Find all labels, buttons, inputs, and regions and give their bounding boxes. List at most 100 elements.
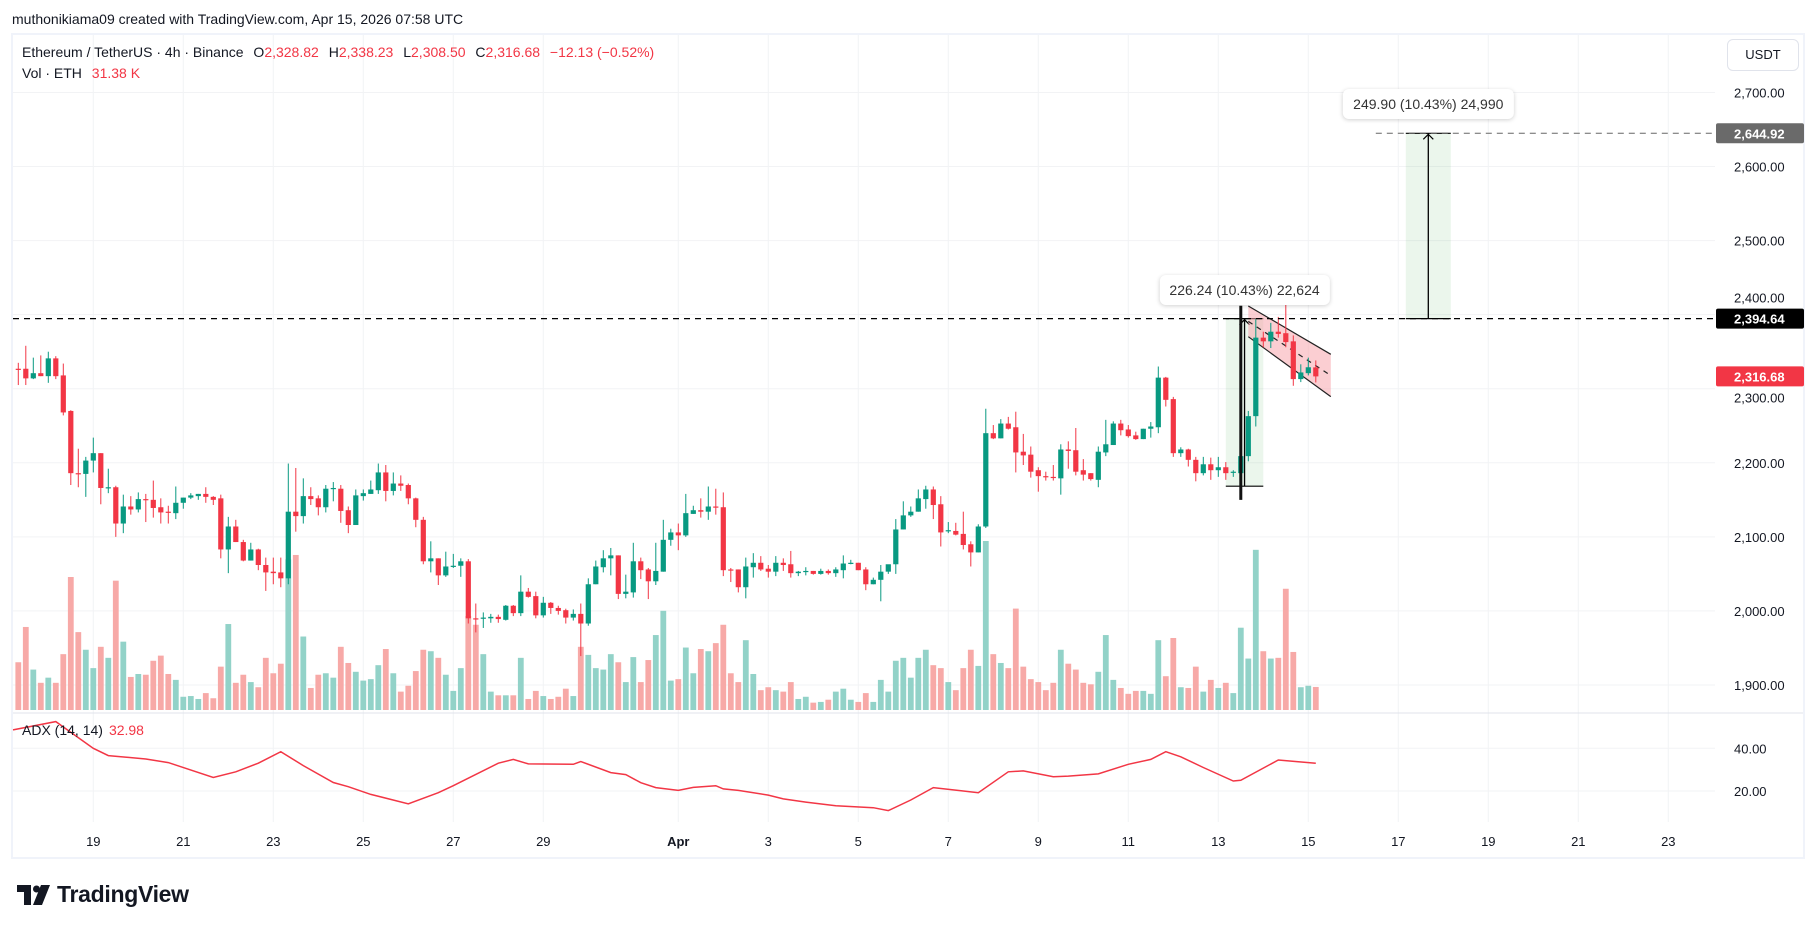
candle-body (263, 565, 269, 573)
volume-bar (727, 673, 734, 710)
time-tick-label: 29 (536, 834, 550, 849)
volume-bar (427, 651, 434, 710)
adx-value: 32.98 (108, 722, 144, 738)
volume-bar (1260, 651, 1267, 710)
adx-tick-label: 20.00 (1734, 784, 1767, 799)
candle-body (983, 433, 989, 527)
candle-body (1103, 444, 1109, 453)
candle-body (38, 373, 44, 377)
candle-body (210, 496, 216, 500)
volume-bar (1005, 668, 1012, 710)
volume-bar (862, 693, 869, 710)
candle-body (30, 373, 36, 379)
volume-bar (675, 679, 682, 710)
volume-bar (517, 657, 524, 710)
candle-body (878, 571, 884, 580)
volume-bar (397, 691, 404, 710)
candle-body (1005, 423, 1011, 429)
volume-bar (577, 646, 584, 710)
volume-bar (712, 643, 719, 710)
time-tick-label: Apr (667, 834, 689, 849)
adx-label[interactable]: ADX (14, 14) (22, 722, 103, 738)
volume-bar (1245, 658, 1252, 710)
candle-body (1065, 449, 1071, 451)
volume-bar (270, 673, 277, 710)
volume-bar (337, 646, 344, 710)
volume-bar (1035, 682, 1042, 710)
candle-body (285, 511, 291, 579)
volume-bar (120, 641, 127, 710)
volume-label[interactable]: Vol · ETH (22, 65, 82, 81)
candle-body (1208, 464, 1214, 471)
symbol-title[interactable]: Ethereum / TetherUS · 4h · Binance (22, 44, 244, 60)
candle-body (225, 526, 231, 550)
candle-body (1305, 367, 1311, 374)
volume-bar (457, 668, 464, 710)
chart-panel[interactable] (11, 33, 1805, 859)
currency-button[interactable]: USDT (1727, 39, 1799, 71)
candle-body (510, 605, 516, 614)
candle-body (923, 489, 929, 500)
volume-bar (442, 674, 449, 710)
volume-bar (960, 668, 967, 710)
candle-body (930, 489, 936, 506)
candle-body (203, 493, 209, 497)
tradingview-logo[interactable]: TradingView (17, 881, 189, 908)
volume-bar (187, 696, 194, 710)
candle-body (720, 507, 726, 571)
adx-legend[interactable]: ADX (14, 14) 32.98 (22, 722, 144, 738)
volume-bar (465, 615, 472, 710)
candle-body (1028, 454, 1034, 472)
volume-bar (1087, 684, 1094, 710)
candle-body (135, 499, 141, 510)
candle-body (300, 496, 306, 517)
volume-bar (1185, 687, 1192, 710)
symbol-legend[interactable]: Ethereum / TetherUS · 4h · Binance O2,32… (22, 44, 654, 60)
volume-bar (832, 691, 839, 710)
time-tick-label: 21 (1571, 834, 1585, 849)
candle-body (128, 506, 134, 510)
candle-body (765, 568, 771, 572)
volume-bar (945, 682, 952, 710)
candle-body (1020, 451, 1026, 456)
volume-bar (300, 636, 307, 710)
volume-bar (742, 640, 749, 710)
volume-bar (585, 654, 592, 710)
candle-body (165, 511, 171, 513)
volume-bar (555, 696, 562, 710)
price-tick-label: 2,300.00 (1734, 390, 1785, 405)
volume-value: 31.38 K (91, 65, 141, 81)
candle-body (83, 460, 89, 474)
candle-body (1035, 470, 1041, 477)
candle-body (255, 549, 261, 566)
volume-bar (697, 649, 704, 710)
candle-body (345, 510, 351, 526)
price-tag (1716, 366, 1804, 387)
volume-bar (405, 685, 412, 710)
candle-body (68, 410, 74, 474)
volume-bar (375, 665, 382, 710)
candle-body (795, 571, 801, 574)
candle-body (915, 498, 921, 512)
volume-bar (1147, 693, 1154, 710)
candle-body (660, 539, 666, 572)
volume-legend[interactable]: Vol · ETH 31.38 K (22, 65, 140, 81)
candle-body (953, 530, 959, 535)
volume-bar (1207, 679, 1214, 710)
volume-bar (840, 688, 847, 710)
candle-body (1080, 470, 1086, 475)
candle-body (270, 571, 276, 574)
candle-body (623, 591, 629, 594)
measure-label-1[interactable]: 226.24 (10.43%) 22,624 (1159, 274, 1330, 305)
volume-bar (90, 668, 97, 710)
adx-tick-label: 40.00 (1734, 741, 1767, 756)
volume-bar (802, 696, 809, 710)
measure-label-2[interactable]: 249.90 (10.43%) 24,990 (1343, 89, 1514, 120)
volume-bar (60, 654, 67, 710)
price-tick-label: 2,600.00 (1734, 160, 1785, 175)
time-tick-label: 3 (765, 834, 772, 849)
tradingview-logo-text: TradingView (57, 881, 189, 907)
candle-body (900, 515, 906, 530)
volume-bar (930, 665, 937, 710)
